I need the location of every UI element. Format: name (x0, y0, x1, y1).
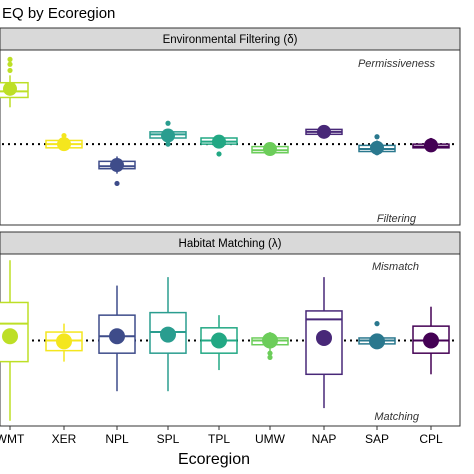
box-tpl (200, 134, 238, 157)
x-tick-label-nap: NAP (312, 432, 337, 446)
mean-point (423, 332, 439, 349)
box-sap (358, 134, 396, 156)
outlier-point (165, 141, 171, 147)
outlier-point (7, 61, 13, 67)
x-tick-label-sap: SAP (365, 432, 389, 446)
box-xer (45, 323, 83, 362)
outlier-point (267, 354, 273, 360)
annotation-permissiveness: Permissiveness (358, 58, 436, 70)
outlier-point (165, 120, 171, 126)
annotation-filtering: Filtering (377, 213, 417, 225)
box-npl (98, 285, 136, 392)
x-tick-label-umw: UMW (255, 432, 286, 446)
box-cpl (412, 137, 450, 153)
mean-point (57, 137, 71, 152)
outlier-point (267, 350, 273, 356)
mean-point (56, 333, 72, 350)
outlier-point (114, 180, 120, 187)
box-nap (305, 124, 343, 139)
mean-point (160, 326, 176, 343)
outlier-point (61, 132, 67, 139)
outlier-point (216, 151, 222, 157)
x-tick-label-npl: NPL (105, 432, 129, 446)
box-xer (45, 132, 83, 152)
x-tick-label-spl: SPL (157, 432, 180, 446)
outlier-point (374, 321, 380, 327)
x-tick-label-wmt: WMT (0, 432, 25, 446)
mean-point (263, 142, 277, 157)
mean-point (212, 134, 226, 149)
box-umw (251, 332, 289, 360)
x-tick-label-xer: XER (52, 432, 77, 446)
box-tpl (200, 315, 238, 371)
outlier-point (7, 56, 13, 62)
mean-point (2, 328, 18, 345)
mean-point (262, 332, 278, 349)
mean-point (424, 138, 438, 153)
box-npl (98, 156, 136, 187)
box-wmt (0, 260, 29, 421)
x-axis-ticks: WMT XER NPL SPL TPL UMW NAP SAP CPL (0, 426, 443, 446)
mean-point (211, 332, 227, 349)
panel-frame-bottom (0, 253, 461, 427)
box-wmt (0, 56, 29, 108)
mean-point (110, 158, 124, 173)
box-sap (358, 321, 396, 350)
box-cpl (412, 306, 450, 375)
mean-point (370, 140, 384, 155)
mean-point (317, 124, 331, 139)
mean-point (109, 328, 125, 345)
outlier-point (374, 134, 380, 140)
panel-top-plot-area (0, 56, 458, 187)
box-nap (305, 277, 343, 409)
box-spl (149, 277, 187, 392)
mean-point (3, 81, 17, 96)
annotation-matching: Matching (374, 411, 420, 423)
mean-point (369, 333, 385, 350)
x-axis-label: Ecoregion (178, 451, 250, 468)
x-tick-label-cpl: CPL (419, 432, 443, 446)
outlier-point (7, 67, 13, 74)
box-spl (149, 120, 187, 147)
mean-point (161, 128, 175, 143)
panel-frame-top (0, 49, 461, 226)
figure-title: EQ by Ecoregion (2, 5, 115, 22)
box-umw (251, 142, 289, 157)
box-iqr (98, 314, 136, 354)
panel-title-habitat-matching: Habitat Matching (λ) (179, 238, 282, 250)
annotation-mismatch: Mismatch (372, 261, 419, 273)
mean-point (316, 329, 332, 346)
x-tick-label-tpl: TPL (208, 432, 230, 446)
panel-bottom-plot-area (0, 260, 458, 421)
panel-title-environmental-filtering: Environmental Filtering (δ) (163, 34, 298, 46)
